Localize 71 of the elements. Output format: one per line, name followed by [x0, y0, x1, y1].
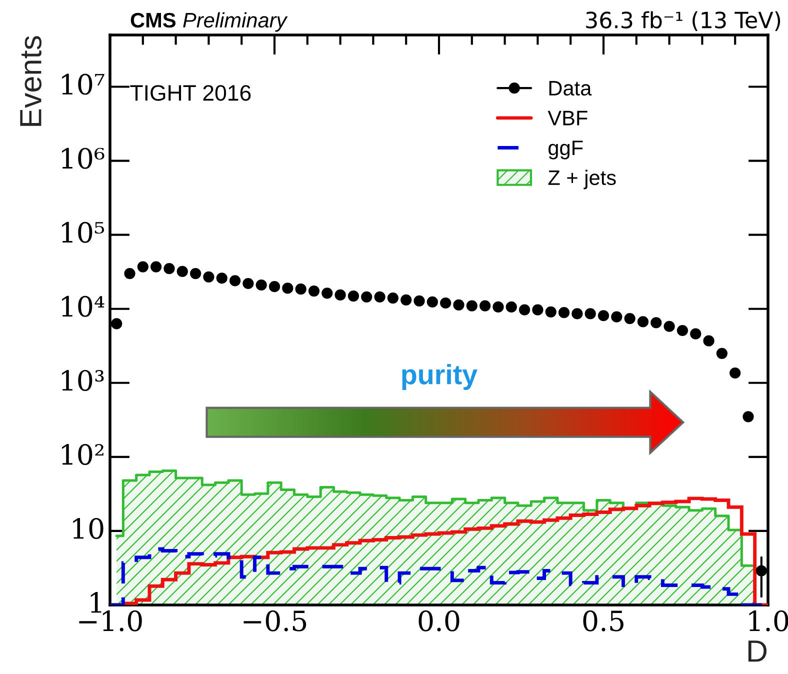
x-tick-label: 0.5 — [583, 610, 624, 632]
point — [664, 320, 675, 332]
point — [387, 292, 398, 304]
chart-title: CMS Preliminary — [130, 12, 288, 32]
y-tick-label: 10⁴ — [62, 296, 104, 317]
point — [637, 316, 649, 328]
x-tick-label: 1.0 — [749, 610, 788, 632]
point — [322, 288, 333, 299]
chart-subtitle: 36.3 fb⁻¹ (13 TeV) — [586, 11, 780, 32]
legend-label: Z + jets — [548, 170, 616, 190]
y-tick-label: 10⁷ — [62, 74, 104, 95]
point — [268, 281, 280, 292]
point — [453, 299, 464, 310]
y-tick-label: 10 — [73, 518, 104, 540]
x-tick-label: −0.5 — [244, 610, 306, 632]
point — [480, 300, 491, 312]
point — [164, 263, 175, 274]
point — [203, 271, 214, 282]
point — [426, 296, 438, 308]
point — [295, 284, 306, 295]
point — [216, 272, 228, 284]
point — [282, 282, 294, 294]
point — [506, 301, 517, 313]
point — [334, 289, 346, 301]
y-tick-label: 10⁵ — [62, 222, 104, 243]
point — [584, 308, 596, 320]
point — [361, 291, 372, 302]
y-axis-title: Events — [20, 36, 42, 126]
point — [598, 310, 610, 322]
point — [611, 311, 622, 322]
point — [624, 312, 636, 324]
point — [308, 285, 320, 297]
y-tick-label: 10² — [62, 444, 104, 465]
point — [572, 308, 583, 320]
y-tick-label: 10³ — [62, 370, 104, 391]
point — [492, 301, 504, 313]
point — [190, 268, 202, 280]
legend-label: Data — [549, 81, 592, 96]
point — [374, 291, 386, 302]
point — [690, 328, 702, 340]
y-tick-label: 10⁶ — [62, 148, 104, 169]
point — [414, 295, 425, 306]
point — [558, 307, 570, 318]
point — [466, 300, 478, 312]
legend-label: ggF — [548, 140, 583, 160]
point — [229, 275, 241, 286]
point — [150, 261, 162, 272]
point — [742, 411, 754, 422]
point — [256, 279, 267, 291]
point — [650, 317, 662, 328]
annotation: purity — [402, 364, 478, 390]
point — [703, 335, 714, 346]
point — [348, 290, 360, 302]
point — [532, 304, 544, 316]
point — [400, 294, 412, 306]
point — [111, 318, 122, 330]
x-axis-title: D — [748, 640, 767, 662]
point — [242, 278, 254, 290]
point — [124, 268, 136, 280]
point — [518, 304, 530, 316]
x-tick-label: 0.0 — [418, 610, 460, 632]
point — [176, 266, 188, 278]
point — [440, 297, 452, 309]
legend-label: VBF — [548, 110, 588, 126]
point — [730, 367, 741, 379]
point — [676, 324, 688, 336]
point — [545, 306, 556, 318]
point — [137, 261, 148, 272]
point — [716, 348, 728, 359]
annotation: TIGHT 2016 — [130, 85, 251, 101]
point — [756, 565, 767, 576]
